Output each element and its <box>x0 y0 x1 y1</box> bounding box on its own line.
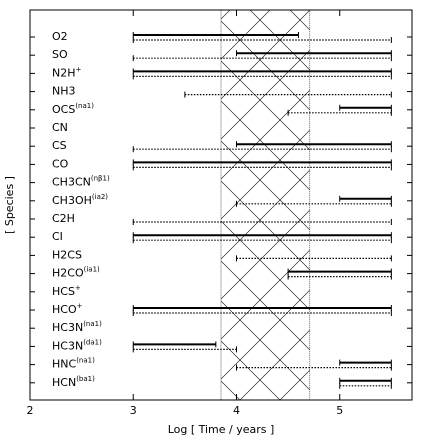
category-label: N2H+ <box>52 65 82 79</box>
category-superscript: (ba1) <box>76 375 95 383</box>
category-name: HC3N <box>52 339 83 352</box>
category-name: NH3 <box>52 85 76 98</box>
category-name: H2CS <box>52 248 82 261</box>
category-label: HCN(ba1) <box>52 375 95 389</box>
category-name: CO <box>52 157 69 170</box>
category-superscript: + <box>75 284 81 292</box>
category-superscript: + <box>77 302 83 310</box>
category-label: HC3N(na1) <box>52 320 102 334</box>
category-name: CH3OH <box>52 194 92 207</box>
category-name: N2H <box>52 66 76 79</box>
category-superscript: (na1) <box>76 357 95 365</box>
category-label: CN <box>52 121 68 134</box>
category-superscript: (na1) <box>75 102 94 110</box>
category-name: OCS <box>52 103 75 116</box>
category-label: CS <box>52 139 67 152</box>
category-label: HCO+ <box>52 302 83 316</box>
category-name: O2 <box>52 30 68 43</box>
category-name: CI <box>52 230 63 243</box>
category-label: OCS(na1) <box>52 102 94 116</box>
category-name: C2H <box>52 212 75 225</box>
category-label: H2CO(ia1) <box>52 266 100 280</box>
category-name: CH3CN <box>52 176 91 189</box>
category-label: NH3 <box>52 85 76 98</box>
category-name: HNC <box>52 358 77 371</box>
category-label: CH3CN(nβ1) <box>52 175 110 189</box>
category-label: CH3OH(ia2) <box>52 193 108 207</box>
category-superscript: (ia1) <box>84 266 100 274</box>
category-label: HCS+ <box>52 284 81 298</box>
category-label: CI <box>52 230 63 243</box>
category-name: HCN <box>52 376 76 389</box>
x-tick-label: 4 <box>233 404 240 417</box>
category-superscript: + <box>76 65 82 73</box>
shaded-region <box>220 9 311 401</box>
category-label: SO <box>52 48 68 61</box>
category-superscript: (na1) <box>83 320 102 328</box>
category-label: C2H <box>52 212 75 225</box>
category-name: HCO <box>52 303 77 316</box>
y-axis-label: [ Species ] <box>3 176 16 234</box>
category-label: O2 <box>52 30 68 43</box>
category-label: HNC(na1) <box>52 357 95 371</box>
category-name: SO <box>52 48 68 61</box>
category-label: HC3N(da1) <box>52 338 102 352</box>
category-label: CO <box>52 157 69 170</box>
category-superscript: (ia2) <box>92 193 108 201</box>
x-axis-label: Log [ Time / years ] <box>168 423 275 436</box>
category-superscript: (nβ1) <box>91 175 110 183</box>
category-name: H2CO <box>52 267 84 280</box>
x-tick-label: 5 <box>336 404 343 417</box>
category-superscript: (da1) <box>83 338 102 346</box>
x-tick-label: 3 <box>130 404 137 417</box>
category-name: CS <box>52 139 67 152</box>
category-name: HC3N <box>52 321 83 334</box>
category-name: CN <box>52 121 68 134</box>
category-label: H2CS <box>52 248 82 261</box>
category-name: HCS <box>52 285 75 298</box>
x-tick-label: 2 <box>27 404 34 417</box>
